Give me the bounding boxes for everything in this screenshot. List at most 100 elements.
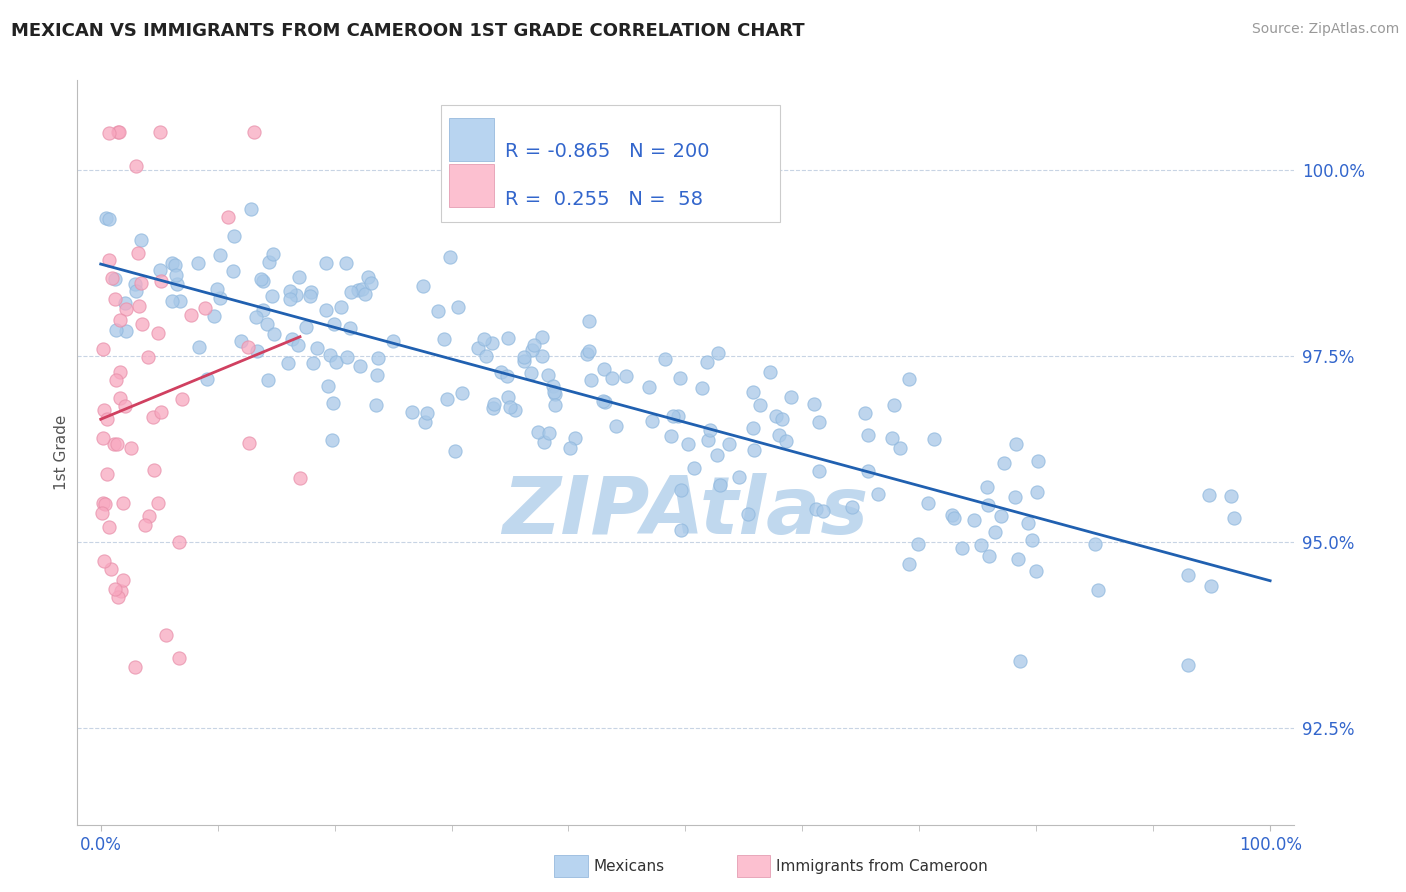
Point (367, 351, 389, 365)
Point (238, 436, 260, 450)
Point (737, 507, 759, 521)
Point (252, 275, 274, 289)
Point (110, 583, 132, 598)
Point (96, 467, 118, 481)
Point (129, 233, 152, 247)
Point (299, 285, 322, 299)
Point (239, 202, 262, 216)
Point (217, 210, 239, 224)
Point (149, 125, 172, 139)
Point (382, 334, 405, 348)
Point (593, 362, 616, 376)
Point (614, 368, 637, 383)
Point (560, 441, 582, 455)
Point (262, 289, 284, 303)
Point (592, 394, 614, 409)
Point (295, 319, 318, 334)
Point (124, 660, 146, 674)
Point (316, 378, 339, 392)
Point (564, 432, 586, 446)
Point (436, 392, 458, 406)
Point (112, 574, 135, 588)
Point (917, 496, 939, 510)
Point (696, 433, 718, 447)
Point (155, 628, 177, 642)
Point (350, 282, 373, 296)
Point (707, 346, 730, 360)
Point (699, 423, 721, 437)
Point (498, 400, 520, 414)
Point (541, 379, 564, 393)
Point (742, 421, 765, 435)
Point (803, 397, 825, 411)
Point (307, 342, 329, 356)
Point (91, 496, 114, 510)
Point (202, 309, 225, 323)
Point (427, 304, 450, 318)
Point (93, 554, 115, 568)
Point (325, 355, 347, 369)
Point (1026, 454, 1049, 468)
Point (222, 264, 245, 278)
Point (578, 314, 600, 328)
Point (531, 349, 554, 363)
Point (209, 291, 232, 305)
Point (523, 337, 546, 351)
Point (775, 434, 797, 449)
Point (194, 301, 217, 316)
Point (125, 284, 148, 298)
Point (433, 332, 456, 346)
Point (107, 125, 129, 139)
Point (578, 343, 600, 358)
Point (195, 372, 218, 386)
Point (481, 335, 503, 350)
Point (148, 496, 170, 510)
Point (98, 212, 121, 227)
Point (107, 590, 129, 604)
Point (742, 442, 765, 457)
Point (298, 289, 321, 303)
Point (280, 332, 302, 346)
Point (256, 317, 278, 331)
Text: Immigrants from Cameroon: Immigrants from Cameroon (776, 859, 988, 873)
Point (108, 365, 131, 379)
Point (1004, 437, 1026, 451)
Point (1007, 551, 1029, 566)
Point (1222, 510, 1244, 524)
Point (100, 561, 122, 575)
Point (105, 373, 128, 387)
Point (543, 385, 565, 400)
Text: MEXICAN VS IMMIGRANTS FROM CAMEROON 1ST GRADE CORRELATION CHART: MEXICAN VS IMMIGRANTS FROM CAMEROON 1ST … (11, 22, 804, 40)
Point (349, 359, 371, 374)
Point (1025, 564, 1047, 578)
Point (696, 355, 718, 369)
Point (277, 356, 299, 370)
Point (1087, 582, 1109, 597)
Point (101, 271, 124, 285)
Point (104, 272, 127, 286)
Point (1010, 654, 1032, 668)
Point (467, 341, 489, 355)
Point (519, 366, 541, 380)
Point (257, 255, 280, 269)
Point (149, 263, 172, 277)
Point (666, 409, 689, 424)
Point (1025, 484, 1047, 499)
Point (1220, 489, 1243, 503)
Point (323, 317, 346, 331)
Point (136, 350, 159, 364)
Point (160, 294, 183, 309)
Point (120, 442, 142, 456)
Point (98, 252, 121, 267)
Point (335, 256, 357, 270)
Point (717, 437, 740, 451)
Point (759, 365, 782, 379)
Point (284, 288, 307, 302)
Point (602, 371, 624, 385)
Point (105, 436, 128, 450)
Point (413, 416, 436, 430)
Point (315, 256, 337, 270)
Point (898, 557, 921, 571)
Point (94, 497, 117, 511)
Point (690, 382, 713, 396)
